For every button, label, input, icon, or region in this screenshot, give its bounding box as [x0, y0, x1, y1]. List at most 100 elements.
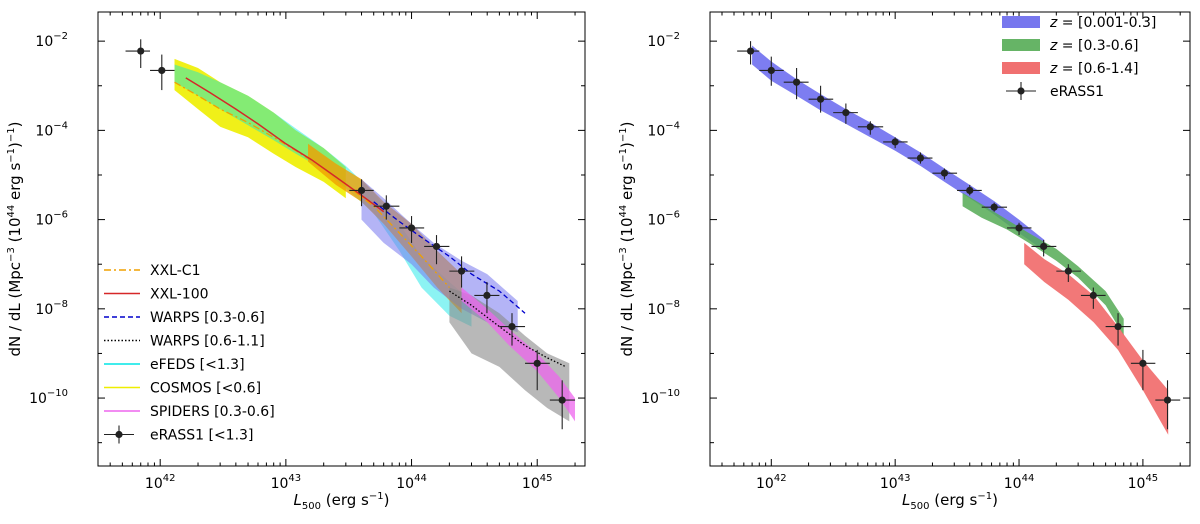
x-tick-label: 1042: [145, 473, 176, 492]
marker: [842, 109, 850, 117]
data-point-16: [1130, 349, 1156, 391]
legend-label: SPIDERS [0.3-0.6]: [150, 404, 275, 420]
data-point-6: [449, 256, 475, 288]
data-point-5: [857, 121, 884, 135]
marker: [533, 359, 541, 367]
legend-item-1: z = [0.3-0.6]: [1002, 38, 1139, 54]
marker: [966, 186, 974, 195]
data-point-17: [1155, 380, 1181, 430]
legend-label: COSMOS [<0.6]: [150, 381, 261, 397]
data-point-9: [957, 184, 982, 196]
marker: [940, 169, 949, 177]
legend-marker: [115, 430, 123, 439]
data-point-3: [808, 85, 834, 113]
data-point-13: [1056, 264, 1081, 282]
legend-item-0: z = [0.001-0.3]: [1002, 15, 1156, 31]
x-tick-label: 1042: [756, 473, 787, 492]
band-4: [449, 287, 570, 422]
legend-label: XXL-C1: [150, 263, 200, 279]
data-point-8: [499, 313, 526, 346]
x-tick-label: 1043: [880, 473, 911, 492]
data-point-10: [981, 202, 1008, 212]
right-panel: 1042 1043 1044 1045 10−10 10−8 10−6 10−4 10−2 L50…: [618, 11, 1191, 512]
data-point-0: [125, 39, 151, 69]
y-tick-label: 10−6: [647, 210, 680, 229]
marker: [508, 322, 516, 331]
plot-area: [737, 41, 1181, 435]
marker: [1040, 242, 1048, 251]
left-panel: 1042 1043 1044 1045 10−10 10−8 10−6 10−4 10−2 L50…: [6, 11, 586, 512]
legend-label: eRASS1 [<1.3]: [150, 428, 253, 444]
marker: [916, 154, 925, 162]
marker: [1089, 291, 1097, 299]
marker: [1114, 322, 1122, 331]
legend-label: WARPS [0.3-0.6]: [150, 310, 265, 326]
x-tick-label: 1045: [1128, 473, 1159, 492]
band-1: [174, 64, 472, 327]
data-point-0: [737, 41, 760, 65]
band-5: [461, 287, 575, 422]
y-tick-label: 10−4: [647, 120, 680, 139]
legend-item-7: eRASS1 [<1.3]: [104, 425, 253, 444]
ticks: [710, 12, 1190, 466]
marker: [357, 186, 366, 195]
data-point-4: [399, 216, 425, 243]
marker: [483, 291, 491, 299]
marker: [457, 267, 466, 275]
band-1: [962, 192, 1124, 336]
series-line-0: [174, 81, 450, 288]
data-point-6: [883, 137, 908, 149]
band-3: [361, 179, 518, 333]
y-axis-label: dN / dL (Mpc−3 (1044 erg s−1)−1): [6, 122, 24, 357]
legend-item-2: z = [0.6-1.4]: [1002, 61, 1139, 77]
data-point-14: [1080, 287, 1106, 309]
marker: [746, 47, 755, 55]
legend-label: z = [0.3-0.6]: [1049, 38, 1139, 54]
data-point-2: [783, 68, 809, 100]
marker: [891, 138, 899, 146]
data-point-1: [759, 56, 784, 86]
marker: [990, 203, 998, 211]
data-point-11: [1007, 222, 1032, 236]
data-point-1: [150, 54, 175, 91]
legend-label: WARPS [0.6-1.1]: [150, 334, 265, 350]
x-tick-label: 1045: [522, 473, 553, 492]
marker: [767, 66, 775, 75]
band-2: [1024, 242, 1169, 435]
legend-patch: [1002, 39, 1040, 51]
data-point-5: [424, 235, 450, 265]
y-tick-label: 10−6: [35, 210, 68, 229]
band-0: [174, 58, 346, 199]
marker: [1163, 396, 1172, 404]
legend-item-3: WARPS [0.6-1.1]: [104, 334, 265, 350]
y-tick-label: 10−2: [647, 31, 680, 50]
band-0: [752, 45, 1045, 251]
data-point-4: [833, 103, 858, 124]
x-tick-label: 1043: [271, 473, 302, 492]
marker: [558, 396, 566, 404]
legend-label: eFEDS [<1.3]: [150, 357, 245, 373]
legend-item-2: WARPS [0.3-0.6]: [104, 310, 265, 326]
legend: z = [0.001-0.3] z = [0.3-0.6] z = [0.6-1.4…: [1002, 15, 1156, 100]
legend: XXL-C1 XXL-100 WARPS [0.3-0.6] WARPS [0.6-1…: [104, 263, 275, 444]
data-point-8: [932, 168, 958, 180]
marker: [866, 123, 874, 131]
data-point-12: [1031, 239, 1057, 257]
marker: [382, 202, 390, 210]
legend-item-5: COSMOS [<0.6]: [104, 381, 261, 397]
y-tick-label: 10−2: [35, 31, 68, 50]
legend-marker: [1017, 87, 1025, 95]
legend-patch: [1002, 16, 1040, 28]
y-tick-label: 10−4: [35, 120, 68, 139]
data-point-3: [373, 195, 400, 220]
y-tick-label: 10−10: [29, 388, 68, 407]
marker: [432, 242, 441, 251]
data-point-15: [1105, 313, 1131, 346]
ticks: [98, 12, 585, 466]
marker: [137, 47, 145, 55]
series-line-2: [373, 201, 526, 314]
axes-frame: [709, 11, 1191, 467]
y-tick-label: 10−8: [647, 299, 680, 318]
